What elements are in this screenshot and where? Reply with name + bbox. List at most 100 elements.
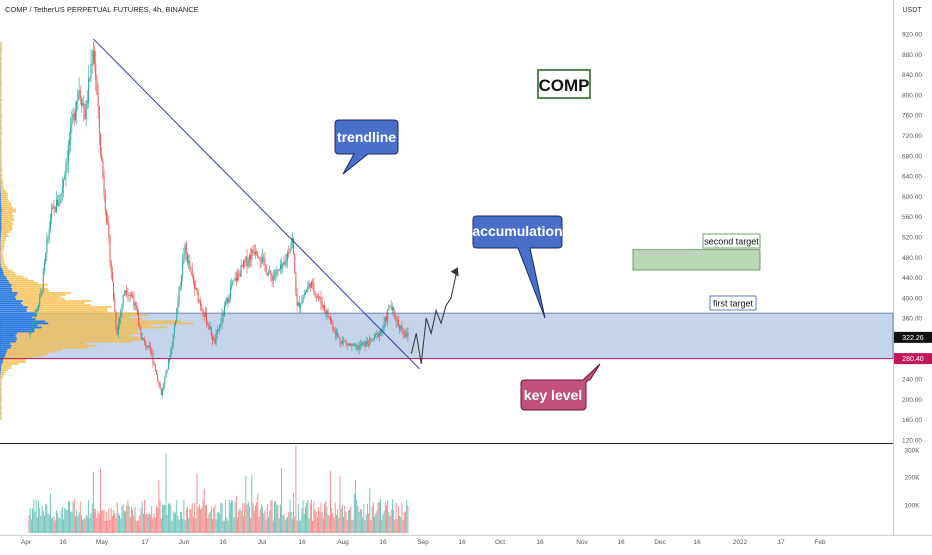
volume-profile-orange-5 — [0, 408, 2, 410]
candle-body-122 — [174, 326, 175, 334]
volume-bar-162 — [222, 503, 223, 533]
candle-body-58 — [98, 94, 99, 106]
price-tick-13: 400.00 — [902, 295, 922, 302]
volume-profile-blue-95 — [0, 225, 1, 227]
volume-bar-154 — [212, 519, 213, 533]
volume-profile-orange-35 — [11, 347, 89, 349]
candle-body-309 — [397, 320, 398, 321]
volume-bar-22 — [55, 521, 56, 533]
candle-body-289 — [373, 339, 374, 340]
candle-body-189 — [254, 252, 255, 254]
candle-body-217 — [287, 253, 288, 261]
volume-bar-108 — [157, 508, 158, 533]
volume-profile-orange-111 — [1, 193, 8, 195]
volume-profile-orange-133 — [0, 148, 1, 150]
candle-body-134 — [188, 261, 189, 263]
volume-profile-orange-57 — [21, 302, 84, 304]
volume-bar-264 — [343, 517, 344, 533]
candle-body-56 — [95, 63, 96, 80]
volume-bar-225 — [297, 520, 298, 533]
volume-profile-blue-93 — [0, 229, 1, 231]
volume-bar-157 — [216, 520, 217, 533]
volume-bar-122 — [174, 513, 175, 533]
volume-bar-57 — [96, 518, 97, 533]
candle-body-87 — [132, 295, 133, 298]
volume-bar-316 — [405, 512, 406, 533]
candle-body-119 — [170, 351, 171, 359]
candle-body-177 — [239, 274, 240, 277]
volume-bar-128 — [181, 512, 182, 533]
volume-bar-99 — [147, 514, 148, 533]
candle-body-300 — [386, 317, 387, 320]
candle-body-147 — [204, 315, 205, 317]
volume-profile-orange-178 — [0, 57, 1, 59]
price-tick-19: 160.00 — [902, 417, 922, 424]
candle-body-78 — [121, 305, 122, 311]
price-pane[interactable] — [0, 0, 893, 443]
volume-bar-164 — [224, 521, 225, 533]
candle-body-18 — [50, 219, 51, 228]
candle-body-121 — [173, 334, 174, 347]
candle-body-21 — [54, 206, 55, 207]
volume-profile-orange-121 — [0, 172, 2, 174]
volume-profile-orange-84 — [0, 247, 4, 249]
candle-body-80 — [124, 292, 125, 295]
volume-bar-111 — [161, 518, 162, 533]
volume-bar-62 — [102, 510, 103, 533]
volume-bar-105 — [154, 513, 155, 533]
volume-bar-280 — [362, 517, 363, 533]
volume-profile-blue-111 — [0, 193, 1, 195]
volume-bar-3 — [32, 509, 33, 533]
candle-body-215 — [285, 261, 286, 264]
volume-bar-165 — [225, 500, 226, 533]
volume-bar-43 — [80, 501, 81, 533]
volume-profile-orange-15 — [0, 387, 1, 389]
volume-bar-123 — [175, 512, 176, 533]
candle-body-141 — [197, 288, 198, 292]
candle-body-143 — [199, 301, 200, 302]
volume-profile-blue-100 — [0, 215, 2, 217]
volume-bar-274 — [355, 480, 356, 533]
volume-bar-282 — [365, 520, 366, 533]
volume-profile-orange-96 — [2, 223, 13, 225]
price-tick-8: 600.00 — [902, 194, 922, 201]
volume-bar-309 — [397, 519, 398, 533]
volume-profile-blue-97 — [0, 221, 1, 223]
volume-profile-orange-64 — [12, 288, 48, 290]
volume-profile-blue-53 — [0, 310, 27, 312]
volume-bar-250 — [326, 507, 327, 533]
candle-body-75 — [118, 324, 119, 334]
candle-body-109 — [158, 382, 159, 384]
volume-bar-184 — [248, 502, 249, 533]
candle-body-191 — [256, 252, 257, 254]
candle-body-88 — [133, 298, 134, 306]
candle-body-50 — [88, 79, 89, 102]
volume-profile-blue-76 — [0, 264, 1, 266]
candle-body-106 — [155, 365, 156, 371]
candle-body-161 — [220, 324, 221, 325]
volume-profile-orange-91 — [1, 233, 7, 235]
volume-profile-orange-113 — [1, 189, 5, 191]
candle-body-30 — [64, 175, 65, 179]
volume-profile-orange-26 — [1, 365, 11, 367]
volume-profile-orange-71 — [4, 274, 16, 276]
volume-profile-orange-32 — [6, 353, 48, 355]
volume-bar-215 — [285, 520, 286, 533]
candle-body-84 — [129, 295, 130, 296]
volume-profile-blue-74 — [0, 268, 2, 270]
candle-body-173 — [235, 278, 236, 280]
volume-bar-92 — [138, 520, 139, 533]
volume-bar-112 — [162, 505, 163, 533]
candle-body-136 — [191, 269, 192, 270]
volume-profile-orange-85 — [1, 245, 5, 247]
candle-body-154 — [212, 336, 213, 340]
volume-profile-orange-21 — [0, 375, 3, 377]
candle-body-81 — [125, 290, 126, 292]
volume-bar-138 — [193, 517, 194, 533]
volume-bar-133 — [187, 507, 188, 533]
candle-body-158 — [217, 330, 218, 334]
volume-profile-orange-53 — [27, 310, 108, 312]
volume-bar-186 — [250, 518, 251, 533]
volume-bar-305 — [392, 499, 393, 533]
